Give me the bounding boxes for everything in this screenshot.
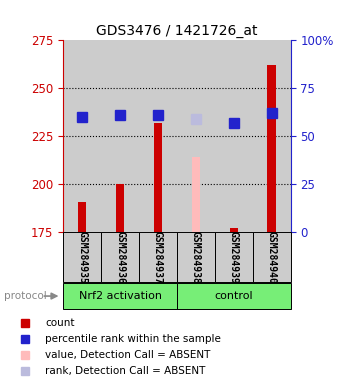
Text: control: control <box>214 291 253 301</box>
Text: count: count <box>45 318 75 328</box>
Text: GSM284939: GSM284939 <box>229 231 239 284</box>
Bar <box>139 40 177 232</box>
Bar <box>177 283 291 309</box>
Text: rank, Detection Call = ABSENT: rank, Detection Call = ABSENT <box>45 366 205 376</box>
Bar <box>215 232 253 282</box>
Bar <box>101 232 139 282</box>
Bar <box>253 232 291 282</box>
Bar <box>63 232 101 282</box>
Text: protocol: protocol <box>4 291 46 301</box>
Bar <box>63 283 177 309</box>
Text: GSM284938: GSM284938 <box>191 231 201 284</box>
Bar <box>63 40 101 232</box>
Bar <box>154 123 162 232</box>
Text: GSM284935: GSM284935 <box>77 231 87 284</box>
Bar <box>177 40 215 232</box>
Text: GSM284937: GSM284937 <box>153 231 163 284</box>
Text: value, Detection Call = ABSENT: value, Detection Call = ABSENT <box>45 350 210 360</box>
Text: GSM284940: GSM284940 <box>267 231 277 284</box>
Bar <box>139 232 177 282</box>
Bar <box>177 232 215 282</box>
Bar <box>101 40 139 232</box>
Bar <box>253 40 291 232</box>
Title: GDS3476 / 1421726_at: GDS3476 / 1421726_at <box>96 24 258 38</box>
Text: percentile rank within the sample: percentile rank within the sample <box>45 334 221 344</box>
Bar <box>192 157 200 232</box>
Text: Nrf2 activation: Nrf2 activation <box>79 291 161 301</box>
Bar <box>215 40 253 232</box>
Bar <box>268 65 276 232</box>
Bar <box>116 184 124 232</box>
Text: GSM284936: GSM284936 <box>115 231 125 284</box>
Bar <box>230 228 238 232</box>
Bar <box>78 202 86 232</box>
